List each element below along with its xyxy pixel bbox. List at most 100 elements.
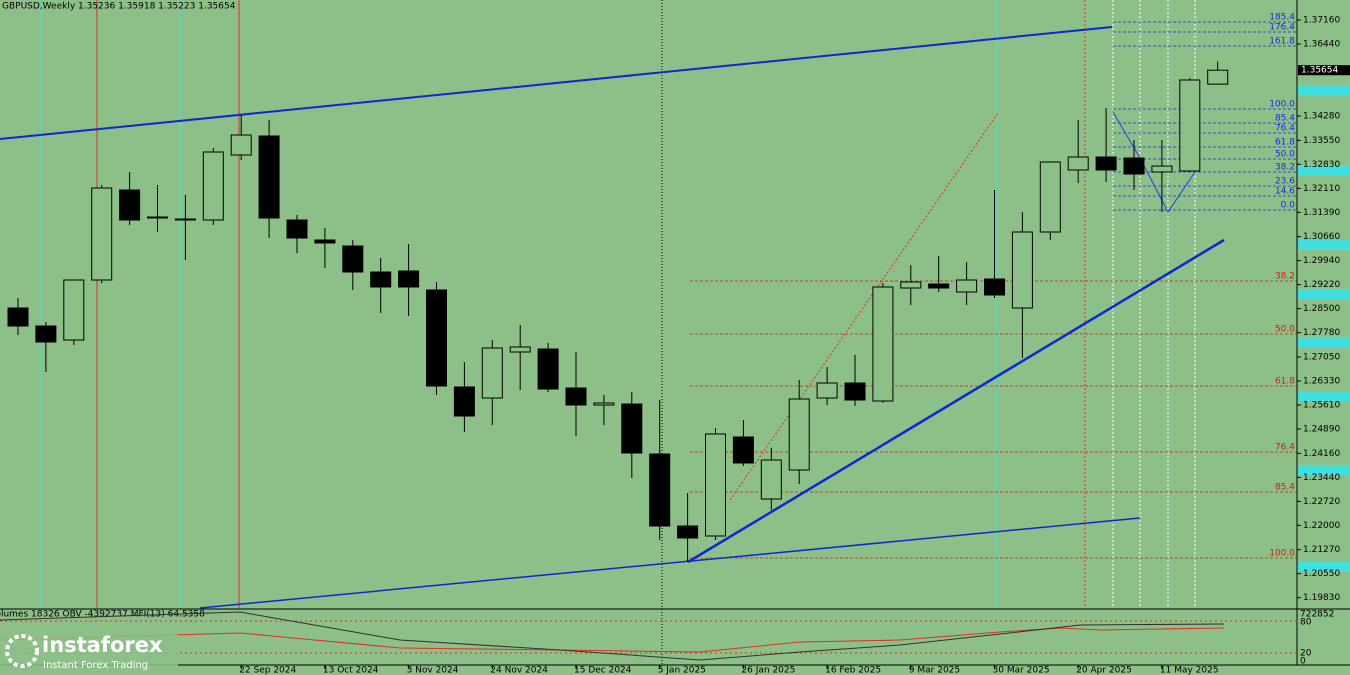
candle-body	[928, 283, 950, 289]
brand: instaforex	[42, 633, 163, 657]
candle-body	[984, 278, 1005, 296]
chart-title: GBPUSD,Weekly 1.35236 1.35918 1.35223 1.…	[2, 2, 236, 12]
level-box	[1298, 240, 1350, 250]
candle-body	[788, 398, 810, 471]
fib-diagonal	[729, 112, 999, 501]
indicator-pane: Volumes 18326 OBV -4392737 MFI(13) 64.53…	[0, 610, 1334, 667]
candle-body	[1067, 156, 1089, 171]
candle-body	[1011, 231, 1033, 309]
fib-label: 0.0	[1281, 201, 1296, 211]
y-tick-label: 1.25610	[1303, 401, 1340, 411]
candle-body	[91, 187, 113, 281]
time-axis: 22 Sep 2024 13 Oct 2024 3 Nov 2024 24 Nov 2…	[239, 665, 1219, 675]
y-tick-label: 1.27780	[1303, 328, 1340, 338]
fib-label: 76.4	[1275, 443, 1295, 453]
x-tick-label: 3 Nov 2024	[407, 666, 459, 675]
mfi-line	[0, 627, 1225, 653]
x-tick-label: 22 Sep 2024	[239, 666, 296, 675]
level-box	[1298, 165, 1350, 175]
obv-line	[0, 611, 1225, 661]
y-tick-label: 1.33550	[1303, 136, 1340, 146]
candle-body	[537, 348, 559, 390]
x-tick-label: 20 Apr 2025	[1076, 666, 1132, 675]
candle-body	[174, 218, 196, 221]
watermark-bg	[0, 628, 178, 674]
fib-label: 161.8	[1269, 37, 1295, 47]
y-tick-label: 1.34280	[1303, 112, 1340, 122]
candle-body	[1207, 69, 1229, 85]
watermark: instaforex Instant Forex Trading	[0, 628, 178, 674]
y-tick-label: 1.32110	[1303, 184, 1340, 194]
fib-label: 100.0	[1269, 100, 1295, 110]
vertical-lines	[40, 0, 1196, 665]
y-tick-label: 1.26330	[1303, 377, 1340, 387]
y-tick-label: 1.31390	[1303, 208, 1340, 218]
channel-top	[0, 26, 1113, 140]
candle-body	[481, 347, 503, 399]
y-tick-label: 1.37160	[1303, 16, 1340, 26]
fib-label: 76.4	[1275, 124, 1295, 134]
fib-label: 100.0	[1269, 549, 1295, 559]
support-line	[687, 238, 1225, 564]
candle-body	[202, 151, 224, 221]
candle-body	[258, 135, 280, 219]
y-tick-label: 1.24890	[1303, 425, 1340, 435]
y-tick-label: 1.19830	[1303, 593, 1340, 603]
x-tick-label: 24 Nov 2024	[490, 666, 548, 675]
y-tick-label: 1.29940	[1303, 256, 1340, 266]
levels: 185.4176.4161.8100.085.476.461.850.038.2…	[690, 13, 1297, 559]
candle-body	[677, 525, 699, 539]
candle-body	[1095, 156, 1117, 171]
candle-body	[956, 279, 978, 293]
candle-body	[314, 239, 336, 244]
candle-body	[370, 271, 392, 288]
x-tick-label: 13 Oct 2024	[323, 666, 379, 675]
y-tick-label: 1.30660	[1303, 232, 1340, 242]
level-box	[1298, 465, 1350, 475]
x-tick-label: 11 May 2025	[1160, 666, 1219, 675]
candle-body	[621, 403, 643, 454]
candle-body	[1179, 79, 1201, 172]
fib-label: 185.4	[1269, 13, 1295, 23]
x-tick-label: 30 Mar 2025	[993, 666, 1050, 675]
candle-body	[732, 436, 754, 464]
candle-body	[1151, 165, 1173, 173]
candle-body	[509, 346, 531, 353]
indicator-scale: 0	[1300, 657, 1306, 667]
fib-label: 85.4	[1275, 114, 1295, 124]
candle-body	[705, 433, 726, 537]
fib-label: 176.4	[1269, 23, 1295, 33]
candle-body	[593, 402, 615, 406]
fib-label: 23.6	[1275, 177, 1295, 187]
current-price-box	[1298, 65, 1350, 76]
channel-bottom	[199, 517, 1141, 609]
price-axis: 1.37160 1.36440 1.34280 1.33550 1.32830 1.321…	[1297, 16, 1350, 603]
trendlines	[0, 26, 1225, 609]
candle-body	[63, 279, 85, 341]
x-tick-label: 5 Jan 2025	[658, 666, 706, 675]
y-tick-label: 1.24160	[1303, 449, 1340, 459]
level-box	[1298, 337, 1350, 347]
candle-body	[230, 134, 252, 156]
level-box	[1298, 391, 1350, 401]
y-tick-label: 1.29220	[1303, 280, 1340, 290]
candle-body	[35, 325, 57, 343]
x-tick-label: 26 Jan 2025	[741, 666, 795, 675]
x-tick-label: 16 Feb 2025	[825, 666, 881, 675]
candle-body	[426, 289, 447, 387]
y-tick-label: 1.27050	[1303, 353, 1340, 363]
candle-body	[7, 307, 29, 327]
indicator-scale: 80	[1300, 618, 1312, 628]
y-tick-label: 1.23440	[1303, 473, 1340, 483]
candle-body	[900, 281, 922, 289]
candle-body	[1123, 157, 1145, 175]
candle-body	[844, 382, 866, 401]
current-price-label: 1.35654	[1301, 66, 1338, 76]
candle-body	[649, 453, 671, 527]
indicator-scale: 20	[1300, 649, 1312, 659]
level-box	[1298, 562, 1350, 572]
indicator-scale: 722852	[1300, 610, 1334, 620]
candle-body	[286, 219, 308, 239]
